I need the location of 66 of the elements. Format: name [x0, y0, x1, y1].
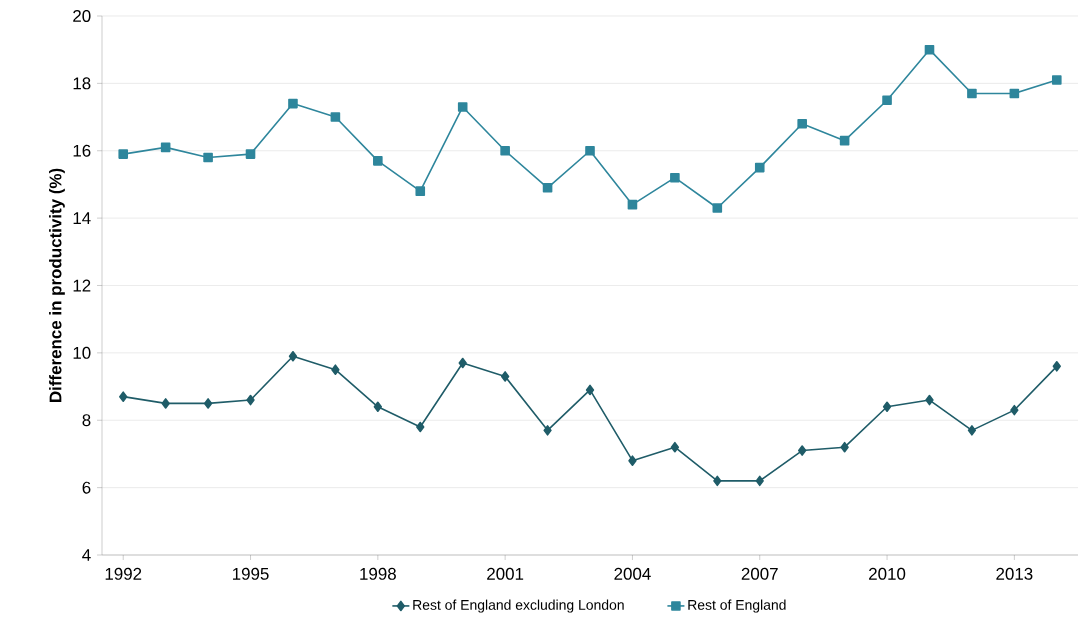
point — [373, 156, 383, 166]
point — [925, 394, 934, 406]
point — [754, 162, 765, 173]
y-tick-label: 16 — [73, 144, 91, 157]
y-tick-label: 8 — [82, 414, 91, 427]
point — [330, 112, 341, 122]
x-tick-label: 2013 — [996, 567, 1033, 580]
x-tick-label: 1992 — [105, 567, 142, 580]
point — [203, 398, 213, 409]
point — [542, 183, 553, 193]
point — [457, 102, 468, 112]
point — [1010, 404, 1019, 416]
point — [713, 475, 722, 487]
y-tick-label: 10 — [73, 346, 91, 359]
point — [416, 421, 425, 433]
point — [160, 142, 171, 153]
point — [882, 401, 892, 413]
point — [967, 88, 977, 99]
point — [712, 203, 723, 213]
x-tick-label: 2010 — [869, 567, 906, 580]
point — [331, 364, 340, 376]
point — [585, 384, 595, 396]
point — [755, 475, 764, 487]
point — [967, 425, 977, 436]
point — [882, 95, 892, 106]
point — [670, 441, 680, 453]
point — [288, 98, 298, 109]
point — [118, 149, 129, 159]
point — [203, 152, 213, 163]
point — [1051, 75, 1062, 85]
x-tick-label: 2007 — [741, 567, 778, 580]
point — [161, 398, 170, 409]
y-tick-label: 20 — [73, 9, 91, 22]
y-tick-label: 4 — [82, 549, 91, 561]
point — [797, 118, 807, 129]
y-tick-label: 14 — [73, 212, 91, 224]
x-tick-label: 2001 — [487, 567, 524, 580]
point — [924, 44, 935, 55]
legend-label: Rest of England — [688, 599, 786, 613]
point — [500, 145, 510, 156]
y-tick-label: 12 — [73, 279, 91, 292]
point — [458, 357, 467, 369]
point — [415, 186, 426, 196]
x-tick-label: 1998 — [360, 567, 396, 580]
point — [627, 199, 638, 210]
point — [288, 350, 298, 362]
point — [119, 391, 128, 402]
point — [798, 445, 807, 456]
point — [628, 455, 637, 466]
point — [1052, 361, 1061, 372]
point — [839, 135, 850, 146]
point — [245, 149, 256, 159]
y-tick-label: 6 — [82, 481, 91, 494]
x-tick-label: 1995 — [232, 567, 269, 580]
y-tick-label: 18 — [73, 77, 91, 90]
point — [500, 371, 510, 382]
point — [373, 401, 382, 413]
point — [246, 394, 255, 406]
point — [1009, 88, 1020, 99]
y-axis-title: Difference in productivity (%) — [49, 168, 65, 402]
point — [543, 425, 552, 436]
point — [670, 172, 680, 183]
point — [585, 145, 595, 156]
point — [840, 441, 849, 453]
x-tick-label: 2004 — [614, 567, 651, 580]
legend-label: Rest of England excluding London — [413, 599, 624, 613]
